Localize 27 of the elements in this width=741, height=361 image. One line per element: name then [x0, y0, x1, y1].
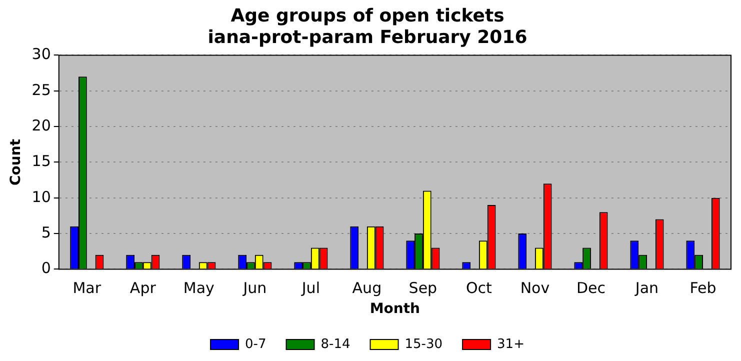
y-tick-label: 15 [32, 152, 51, 170]
chart-title: Age groups of open tickets [230, 5, 504, 26]
y-axis-title: Count [8, 138, 24, 186]
x-tick-label: May [183, 279, 215, 298]
x-axis-title: Month [370, 301, 420, 318]
x-tick-label: Dec [576, 279, 606, 298]
legend-label: 0-7 [245, 336, 266, 352]
legend-label: 8-14 [320, 336, 350, 352]
x-tick-label: Apr [130, 279, 157, 298]
x-tick-label: Mar [72, 279, 102, 298]
legend-label: 15-30 [404, 336, 443, 352]
y-tick-label: 0 [41, 259, 51, 278]
y-tick-label: 25 [32, 80, 51, 99]
x-tick-label: Nov [520, 279, 550, 298]
x-tick-label: Jun [242, 279, 267, 298]
x-tick-label: Oct [466, 279, 492, 298]
y-tick-label: 10 [32, 188, 51, 206]
x-tick-label: Aug [352, 279, 382, 298]
x-tick-label: Jul [300, 279, 320, 298]
legend-label: 31+ [497, 336, 524, 352]
x-tick-label: Jan [634, 279, 659, 298]
x-tick-label: Sep [408, 279, 438, 298]
y-tick-label: 5 [41, 223, 51, 242]
y-tick-label: 20 [32, 116, 51, 134]
x-tick-label: Feb [690, 279, 716, 298]
chart-subtitle: iana-prot-param February 2016 [208, 27, 528, 48]
y-tick-label: 30 [32, 45, 51, 64]
